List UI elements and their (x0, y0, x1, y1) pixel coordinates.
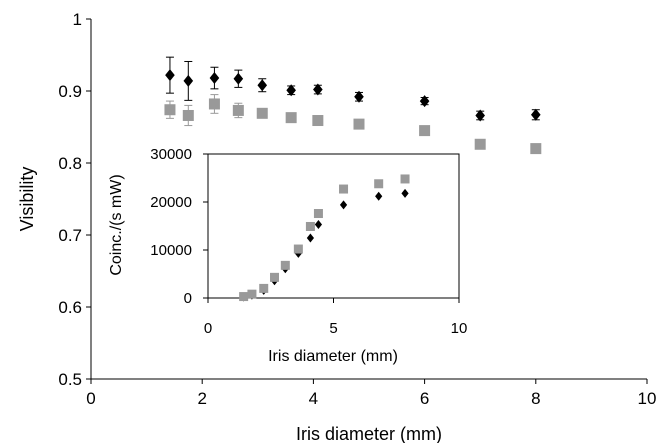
main-diamond-point (183, 74, 194, 87)
main-square-point (232, 104, 244, 116)
main-y-tick-label: 0.6 (58, 298, 82, 317)
inset-square-point (305, 221, 315, 231)
inset-diamond-point (339, 200, 348, 210)
main-diamond-point (354, 90, 364, 103)
main-x-tick-label: 10 (638, 389, 657, 408)
main-square-point (208, 98, 220, 110)
main-x-tick-label: 2 (197, 389, 206, 408)
main-diamond-point (233, 72, 244, 85)
inset-diamond-point (375, 191, 383, 201)
main-axis-ticks: 0 2 4 6 8 10 0.5 0.6 0.7 0.8 0.9 1 (58, 10, 656, 408)
main-square-point (419, 125, 431, 137)
inset-square-point (339, 184, 349, 194)
inset-y-tick-label: 20000 (150, 194, 192, 211)
inset-diamond-point (401, 188, 409, 198)
inset-diamond-point (314, 220, 323, 230)
inset-y-tick-label: 0 (184, 290, 192, 307)
inset-square-point (270, 272, 280, 282)
inset-y-tick-label: 30000 (150, 146, 192, 163)
inset-diamond-point (306, 233, 315, 243)
inset-axis-ticks: 0 5 10 0 10000 20000 30000 (150, 146, 467, 337)
inset-square-point (400, 174, 410, 184)
inset-x-tick-label: 5 (329, 320, 337, 337)
main-square-point (312, 115, 324, 127)
main-diamond-point (286, 84, 296, 97)
main-square-point (164, 104, 176, 116)
main-plot-marks (164, 56, 542, 155)
inset-square-point (259, 283, 269, 293)
main-x-tick-label: 8 (531, 389, 540, 408)
inset-square-point (374, 179, 384, 189)
main-y-tick-label: 0.7 (58, 226, 82, 245)
main-square-point (530, 143, 542, 155)
main-square-point (353, 118, 365, 130)
inset-square-point (247, 289, 257, 299)
main-diamond-point (209, 72, 220, 85)
inset-y-axis-label: Coinc./(s mW) (108, 174, 125, 275)
inset-x-tick-label: 10 (451, 320, 468, 337)
inset-y-tick-label: 10000 (150, 242, 192, 259)
main-diamond-point (313, 83, 323, 96)
main-diamond-point (475, 109, 485, 122)
inset-x-tick-label: 0 (204, 320, 212, 337)
main-diamond-point (419, 95, 430, 108)
main-diamond-point (531, 108, 541, 121)
main-y-tick-label: 0.5 (58, 370, 82, 389)
main-y-tick-label: 0.8 (58, 154, 82, 173)
main-x-tick-label: 4 (309, 389, 318, 408)
main-visibility-plot: 0 2 4 6 8 10 0.5 0.6 0.7 0.8 0.9 1 Iris diameter (m… (17, 10, 656, 443)
inset-x-axis-label: Iris diameter (mm) (268, 348, 398, 365)
main-diamond-point (257, 79, 268, 92)
main-x-tick-label: 6 (420, 389, 429, 408)
main-x-tick-label: 0 (86, 389, 95, 408)
main-square-point (182, 109, 194, 121)
inset-plot-area (207, 153, 460, 299)
main-square-point (474, 138, 486, 150)
main-diamond-point (165, 69, 175, 82)
inset-square-point (239, 292, 249, 302)
main-y-axis-label: Visibility (17, 167, 37, 232)
main-square-point (256, 107, 268, 119)
main-y-tick-label: 0.9 (58, 82, 82, 101)
inset-square-point (280, 260, 290, 270)
inset-square-point (313, 209, 323, 219)
main-y-tick-label: 1 (73, 10, 82, 29)
main-square-point (285, 112, 297, 124)
main-x-axis-label: Iris diameter (mm) (296, 424, 442, 443)
inset-square-point (293, 244, 303, 254)
inset-plot-marks (239, 174, 410, 302)
